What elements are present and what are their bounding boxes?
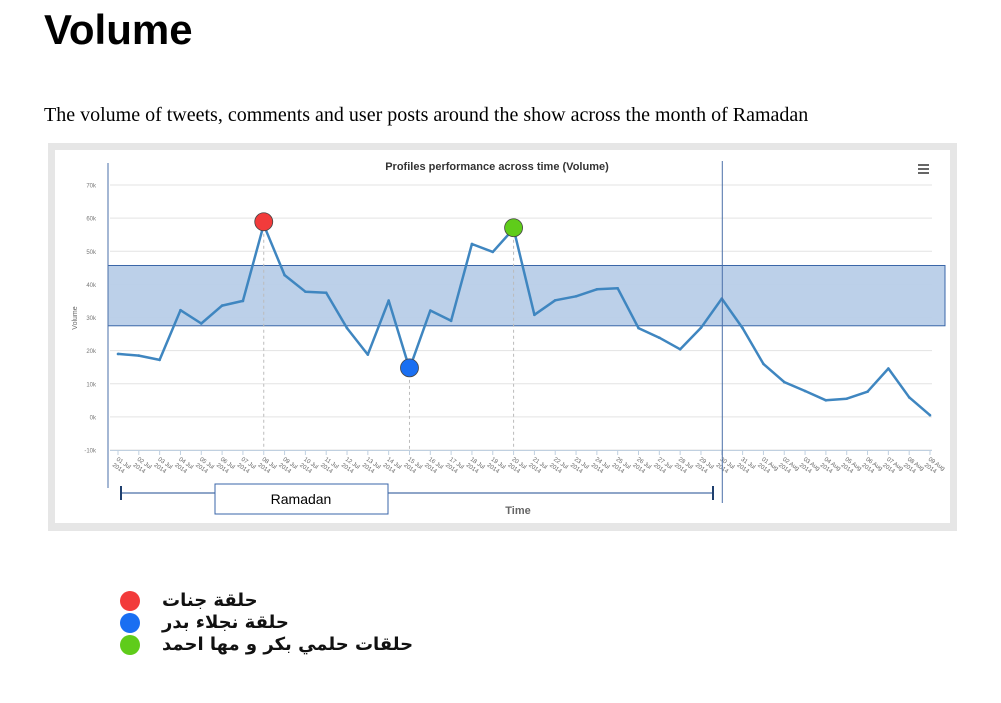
legend-label: حلقة نجلاء بدر bbox=[162, 612, 289, 633]
hamburger-menu-icon[interactable] bbox=[918, 164, 929, 174]
blue-dot-icon bbox=[120, 613, 140, 633]
page-title: Volume bbox=[44, 6, 193, 53]
y-tick-label: 30k bbox=[86, 316, 97, 322]
chart-plot-background bbox=[55, 150, 950, 523]
highlight-marker[interactable] bbox=[504, 218, 523, 238]
data-point[interactable] bbox=[137, 354, 141, 357]
data-point[interactable] bbox=[699, 326, 703, 330]
green-dot-icon bbox=[120, 635, 140, 655]
data-point[interactable] bbox=[449, 319, 453, 323]
data-point[interactable] bbox=[866, 390, 869, 393]
data-point[interactable] bbox=[429, 309, 432, 312]
data-point[interactable] bbox=[304, 290, 307, 293]
y-tick-label: 20k bbox=[86, 349, 97, 355]
data-point[interactable] bbox=[616, 287, 619, 290]
data-point[interactable] bbox=[283, 273, 286, 277]
x-axis-label: Time bbox=[505, 505, 530, 517]
data-point[interactable] bbox=[345, 326, 349, 330]
data-point[interactable] bbox=[887, 367, 890, 370]
y-tick-label: 50k bbox=[86, 250, 97, 256]
data-point[interactable] bbox=[928, 413, 932, 417]
data-point[interactable] bbox=[387, 299, 390, 302]
y-tick-label: 10k bbox=[86, 382, 97, 388]
data-point[interactable] bbox=[762, 362, 765, 366]
data-point[interactable] bbox=[470, 242, 474, 246]
data-point[interactable] bbox=[907, 396, 911, 399]
data-point[interactable] bbox=[658, 336, 661, 340]
data-point[interactable] bbox=[179, 308, 182, 312]
data-point[interactable] bbox=[553, 298, 557, 302]
legend-label: حلقة جنات bbox=[162, 590, 258, 611]
highlight-marker[interactable] bbox=[254, 212, 274, 232]
data-point[interactable] bbox=[241, 299, 245, 303]
y-tick-label: 40k bbox=[86, 283, 97, 289]
y-tick-label: -10k bbox=[84, 449, 97, 455]
data-point[interactable] bbox=[782, 380, 786, 384]
series-line bbox=[117, 223, 931, 417]
data-point[interactable] bbox=[533, 313, 536, 317]
data-point[interactable] bbox=[845, 397, 849, 400]
chart-container: -10k 0k 10k 20k 30k 40k 50k 60k 70k 01 Jul2014 02 … bbox=[48, 143, 957, 531]
period-label-box bbox=[214, 483, 389, 515]
data-point[interactable] bbox=[595, 288, 599, 291]
data-point[interactable] bbox=[741, 326, 744, 330]
y-tick-label: 60k bbox=[86, 217, 97, 223]
y-axis-label: Volume bbox=[72, 306, 79, 329]
highlight-band bbox=[107, 264, 946, 327]
page-subtitle: The volume of tweets, comments and user … bbox=[44, 104, 809, 126]
data-point[interactable] bbox=[116, 352, 120, 356]
data-point[interactable] bbox=[158, 358, 161, 362]
data-point[interactable] bbox=[220, 304, 224, 307]
y-tick-label: 0k bbox=[90, 415, 97, 421]
highlight-marker[interactable] bbox=[400, 358, 419, 378]
data-point[interactable] bbox=[491, 250, 495, 254]
data-point[interactable] bbox=[637, 326, 640, 330]
data-point[interactable] bbox=[824, 399, 828, 402]
red-dot-icon bbox=[120, 591, 140, 611]
data-point[interactable] bbox=[366, 353, 370, 356]
legend-label: حلقات حلمي بكر و مها احمد bbox=[162, 634, 414, 655]
data-point[interactable] bbox=[324, 291, 328, 294]
y-tick-label: 70k bbox=[86, 184, 97, 190]
data-point[interactable] bbox=[678, 348, 682, 351]
chart-title: Profiles performance across time (Volume… bbox=[385, 161, 609, 173]
data-point[interactable] bbox=[574, 295, 578, 298]
data-point[interactable] bbox=[199, 322, 203, 325]
period-label: Ramadan bbox=[271, 491, 332, 507]
data-point[interactable] bbox=[803, 389, 807, 393]
